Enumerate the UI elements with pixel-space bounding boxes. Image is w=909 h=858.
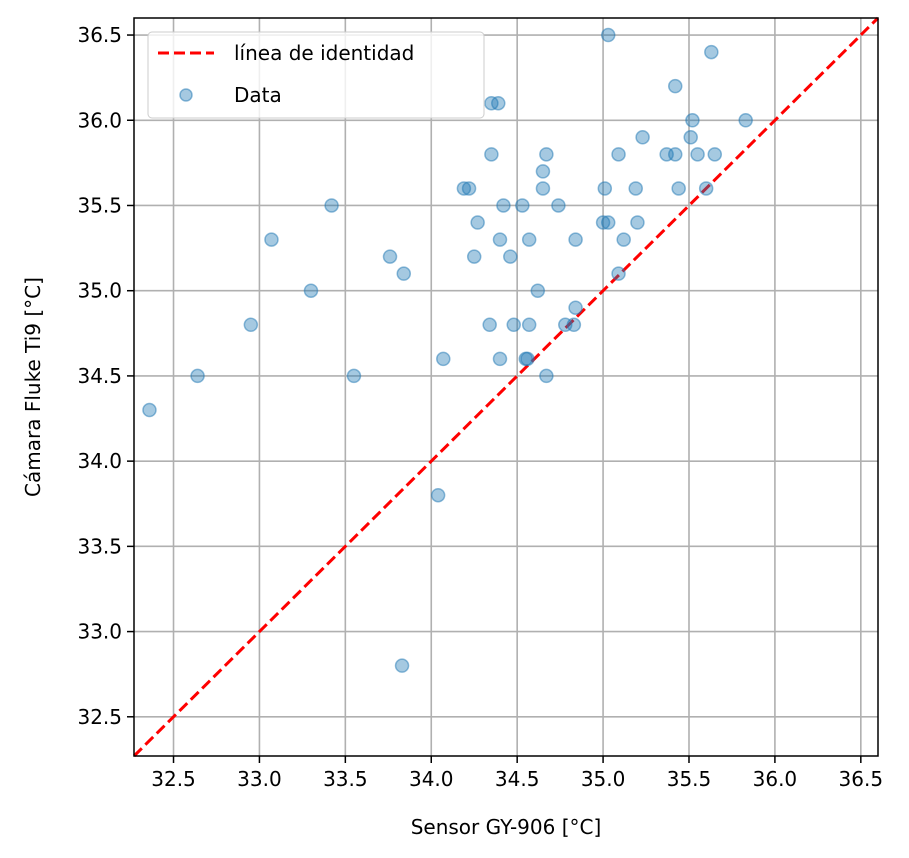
- y-tick-label: 36.5: [77, 23, 122, 47]
- data-point: [535, 181, 551, 196]
- data-point: [466, 249, 482, 264]
- x-tick-label: 36.5: [839, 767, 884, 791]
- data-point: [503, 249, 518, 264]
- data-point: [611, 266, 626, 281]
- data-point: [461, 181, 477, 196]
- data-point: [597, 181, 613, 196]
- data-point: [698, 181, 714, 196]
- grid: [134, 18, 878, 756]
- data-point: [600, 215, 616, 230]
- data-point: [685, 113, 700, 128]
- identity-line: [132, 16, 880, 758]
- data-point: [530, 283, 546, 298]
- data-point: [430, 487, 446, 503]
- y-tick-label: 36.0: [77, 108, 122, 132]
- plot-frame: [133, 17, 879, 757]
- data-point: [568, 300, 583, 315]
- x-tick-label: 35.0: [581, 767, 626, 791]
- data-point: [482, 317, 497, 333]
- data-point: [142, 402, 157, 418]
- data-point: [456, 181, 472, 196]
- data-point: [551, 198, 566, 213]
- x-tick-label: 35.5: [667, 767, 712, 791]
- legend: línea de identidad Data: [147, 31, 485, 119]
- data-point: [667, 78, 683, 94]
- data-point: [566, 317, 582, 333]
- data-point: [520, 351, 535, 367]
- data-point: [539, 147, 554, 162]
- y-tick-label: 35.0: [77, 279, 122, 303]
- data-point: [382, 249, 398, 264]
- y-axis-label: Cámara Fluke Ti9 [°C]: [21, 277, 45, 497]
- y-tick-label: 32.5: [77, 705, 122, 729]
- legend-identity-label: línea de identidad: [234, 41, 414, 65]
- data-point: [671, 181, 686, 196]
- data-point: [491, 95, 506, 111]
- data-point: [616, 232, 631, 247]
- x-axis-label: Sensor GY-906 [°C]: [411, 815, 602, 839]
- data-points: [142, 27, 753, 673]
- x-tick-label: 36.0: [753, 767, 798, 791]
- data-point: [394, 658, 410, 673]
- y-tick-label: 33.0: [77, 620, 122, 644]
- data-point: [496, 198, 511, 213]
- x-tick-label: 34.5: [495, 767, 540, 791]
- data-point: [707, 147, 723, 162]
- data-point: [521, 232, 537, 247]
- data-point: [535, 164, 551, 179]
- data-point: [324, 198, 339, 213]
- x-tick-label: 33.5: [323, 767, 368, 791]
- x-tick-label: 34.0: [409, 767, 454, 791]
- data-point: [521, 317, 537, 333]
- y-tick-label: 34.5: [77, 364, 122, 388]
- axis-ticks: 32.5 33.0 33.5 34.0 34.5 35.0 35.5 36.0 36.5 32.5…: [77, 23, 883, 791]
- data-point: [667, 147, 683, 162]
- data-point: [190, 368, 205, 384]
- legend-data-label: Data: [234, 83, 282, 107]
- data-point: [704, 44, 719, 60]
- y-tick-label: 35.5: [77, 193, 122, 217]
- data-point: [630, 215, 645, 230]
- data-point: [396, 266, 412, 281]
- data-point: [600, 27, 616, 43]
- data-point: [690, 147, 705, 162]
- legend-box: [147, 31, 485, 119]
- data-point: [738, 113, 753, 128]
- data-point: [492, 351, 508, 367]
- y-tick-label: 34.0: [77, 449, 122, 473]
- data-point: [568, 232, 583, 247]
- data-point: [635, 130, 650, 145]
- data-point: [470, 215, 485, 230]
- legend-data-swatch: [179, 88, 193, 102]
- data-point: [484, 147, 499, 162]
- data-point: [683, 130, 698, 145]
- data-point: [595, 215, 611, 230]
- data-point: [346, 368, 362, 384]
- data-point: [611, 147, 626, 162]
- data-point: [628, 181, 643, 196]
- identity-line-layer: [132, 16, 880, 758]
- data-point: [515, 198, 530, 213]
- y-tick-label: 33.5: [77, 534, 122, 558]
- data-point: [539, 368, 554, 384]
- data-point: [264, 232, 279, 247]
- data-point: [243, 317, 259, 333]
- data-point: [303, 283, 319, 298]
- data-point: [506, 317, 521, 333]
- x-tick-label: 32.5: [151, 767, 196, 791]
- x-tick-label: 33.0: [237, 767, 282, 791]
- data-point: [492, 232, 508, 247]
- data-point: [436, 351, 451, 367]
